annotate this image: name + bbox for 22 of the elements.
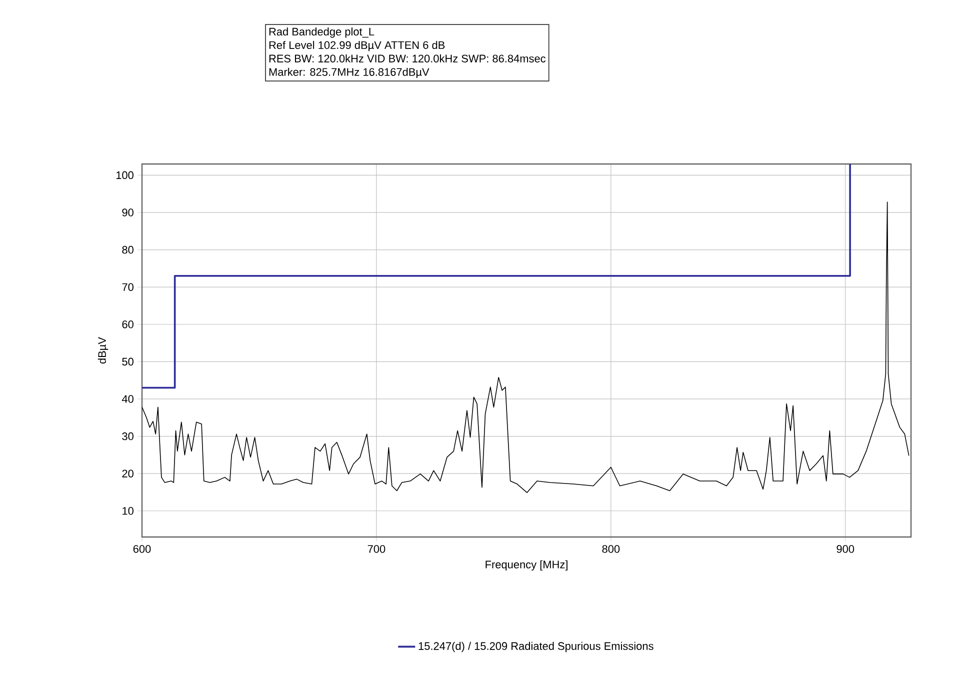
y-tick-label: 100 — [116, 171, 134, 180]
y-tick-label: 90 — [122, 208, 134, 216]
text: Marker: 825.7MHz 16.8167dBµV — [269, 68, 430, 78]
y-tick-label: 80 — [122, 246, 134, 254]
text: RES BW: 120.0kHz VID BW: 120.0kHz SWP: 86.84msec — [269, 54, 546, 62]
x-tick-label: 700 — [368, 545, 386, 553]
y-tick-label: 40 — [122, 395, 134, 403]
y-tick-label: 10 — [122, 507, 134, 515]
chart-title: Rad Bandedge plot_L — [269, 27, 374, 38]
x-axis-title: Frequency [MHz] — [486, 560, 568, 571]
y-axis-title: dBµV — [98, 337, 108, 364]
y-tick-label: 20 — [122, 470, 134, 478]
y-tick-label: 70 — [122, 283, 134, 291]
y-tick-label: 50 — [122, 358, 134, 366]
y-tick-label: 30 — [122, 432, 134, 440]
legend-label: 15.247(d) / 15.209 Radiated Spurious Emissions — [418, 642, 654, 652]
x-tick-label: 600 — [133, 545, 151, 553]
x-tick-label: 800 — [602, 545, 620, 553]
text: Ref Level 102.99 dBµV ATTEN 6 dB — [269, 40, 445, 52]
x-tick-label: 900 — [836, 545, 854, 553]
y-tick-label: 60 — [122, 320, 134, 328]
line-series — [142, 202, 910, 493]
